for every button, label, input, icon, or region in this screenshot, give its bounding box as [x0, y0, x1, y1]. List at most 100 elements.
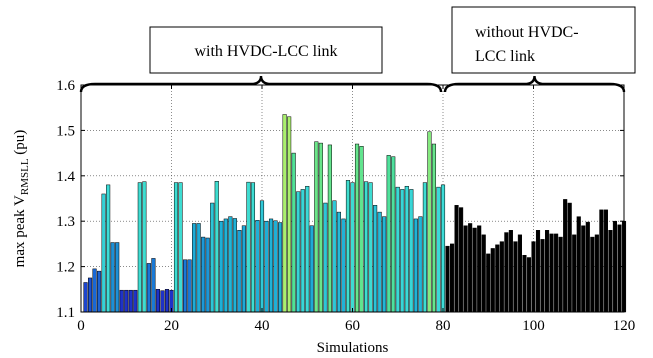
y-axis-label-subscript: RMSLL — [19, 158, 31, 195]
y-axis-label-unit: (pu) — [12, 130, 28, 159]
bar — [558, 236, 563, 313]
bar — [418, 216, 423, 313]
bar — [241, 225, 246, 313]
bar — [296, 191, 301, 313]
bar — [151, 258, 156, 313]
bar — [517, 234, 522, 313]
bar — [436, 186, 441, 313]
y-tick-label: 1.6 — [56, 78, 75, 94]
bar — [164, 289, 170, 313]
bar — [223, 218, 228, 313]
x-tick-label: 20 — [164, 318, 179, 334]
annotation-brace — [443, 75, 626, 93]
bar — [526, 257, 532, 313]
bar — [305, 185, 310, 313]
bar — [133, 289, 138, 313]
bar — [364, 181, 369, 313]
bar — [391, 156, 396, 313]
bar — [314, 141, 319, 313]
bar — [160, 290, 165, 313]
x-tick-label: 0 — [77, 318, 85, 334]
annotations: with HVDC-LCC link without HVDC- LCC link — [79, 6, 636, 93]
bar — [504, 232, 509, 313]
bar — [382, 216, 387, 313]
bar — [327, 144, 332, 313]
bar — [332, 200, 337, 313]
bar — [459, 207, 464, 313]
bar — [192, 223, 197, 313]
bar — [585, 221, 590, 313]
bar — [278, 222, 283, 313]
bar — [137, 182, 142, 313]
bar — [554, 233, 559, 313]
bar — [454, 205, 459, 313]
y-tick-label: 1.2 — [56, 260, 75, 276]
bar — [345, 180, 351, 313]
bar — [264, 220, 269, 313]
bar — [219, 220, 224, 313]
bar — [124, 289, 129, 313]
bar — [228, 216, 233, 313]
bar — [201, 236, 206, 313]
bar — [481, 234, 486, 313]
bar — [463, 225, 468, 313]
annotation-box-without-link — [451, 6, 636, 74]
bar — [323, 202, 328, 313]
bar — [287, 116, 292, 313]
bar — [259, 200, 265, 313]
ticks: 0 20 40 60 80 100 120 1.1 1.2 1.3 1.4 1.5 1.6 — [56, 78, 635, 334]
bar — [205, 237, 210, 313]
bar — [413, 218, 418, 313]
annotation-without-link-text: without HVDC- — [475, 24, 579, 41]
bar — [477, 225, 482, 313]
bars — [83, 114, 627, 313]
bar — [359, 146, 364, 313]
bar — [309, 225, 314, 313]
bar — [110, 242, 115, 313]
bar — [427, 131, 432, 313]
bar — [449, 243, 455, 313]
bar — [422, 182, 427, 313]
bar — [377, 211, 382, 313]
bar — [522, 255, 527, 313]
y-tick-label: 1.4 — [56, 169, 75, 185]
bar — [409, 189, 414, 313]
bar — [273, 220, 278, 313]
bar — [608, 230, 613, 313]
bar — [572, 234, 577, 313]
bar — [232, 218, 237, 313]
x-tick-label: 100 — [522, 318, 545, 334]
bar — [373, 205, 378, 313]
bar — [341, 218, 346, 313]
bar — [115, 242, 120, 313]
y-tick-label: 1.1 — [56, 305, 75, 321]
bar — [255, 220, 260, 313]
bar — [246, 181, 251, 313]
x-tick-label: 40 — [255, 318, 270, 334]
bar — [354, 143, 360, 313]
bar — [617, 224, 622, 313]
bar — [386, 155, 391, 313]
bar — [350, 182, 355, 313]
bar — [214, 180, 219, 313]
annotation-with-link-text: with HVDC-LCC link — [194, 43, 337, 60]
bar — [513, 241, 518, 313]
bar — [173, 182, 179, 313]
bar — [594, 234, 599, 313]
bar — [395, 186, 400, 313]
y-axis-label-main: max peak V — [12, 195, 28, 267]
bar — [83, 282, 88, 313]
bar — [599, 209, 604, 313]
bar — [531, 241, 536, 313]
bar — [540, 239, 545, 313]
bar — [400, 189, 405, 313]
bar — [142, 181, 147, 313]
bar — [468, 223, 473, 313]
bar — [101, 193, 106, 313]
bar — [490, 248, 495, 313]
bar — [567, 202, 572, 313]
bar — [282, 114, 287, 313]
annotation-brace — [79, 75, 443, 93]
bar — [563, 199, 568, 313]
